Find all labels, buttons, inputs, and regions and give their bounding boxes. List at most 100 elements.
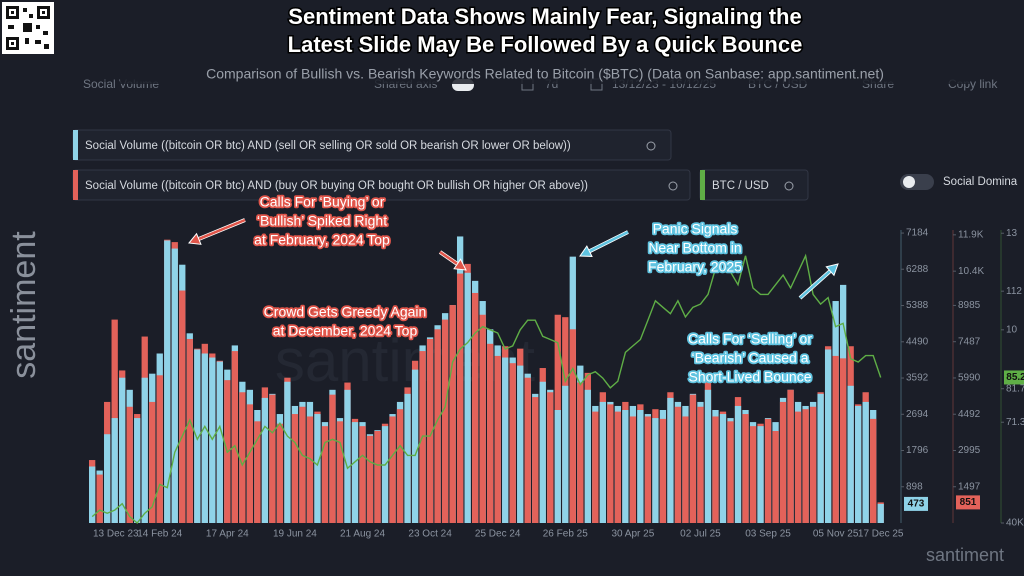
- annotations: Calls For ‘Buying’ or ‘Bullish’ Spiked Ri…: [188, 192, 839, 386]
- bar: [344, 389, 351, 523]
- bar: [682, 416, 689, 523]
- bar: [697, 406, 704, 523]
- eye-icon[interactable]: [646, 141, 656, 151]
- bar: [276, 423, 284, 523]
- annotation: February, 2025: [648, 259, 742, 275]
- bar: [592, 411, 599, 523]
- bar: [554, 409, 561, 523]
- bar: [441, 319, 449, 523]
- bar: [644, 416, 652, 523]
- bar: [802, 409, 809, 523]
- bar: [389, 416, 396, 523]
- plot: 898 1796 2694 3592 4490 5388 6288 7184 1497 2995 4…: [89, 228, 1024, 540]
- bar: [472, 292, 479, 523]
- bar: [727, 421, 734, 523]
- bar: [141, 377, 148, 523]
- bar: [111, 418, 118, 523]
- bar: [517, 365, 524, 523]
- y-tick-label: 5388: [906, 300, 929, 311]
- title-line: Sentiment Data Shows Mainly Fear, Signal…: [288, 4, 801, 29]
- arrow-shaft: [799, 268, 833, 299]
- x-tick-label: 17 Dec 25: [858, 529, 904, 540]
- bar: [291, 414, 299, 523]
- title-line: Latest Slide May Be Followed By a Quick …: [288, 32, 803, 57]
- bar: [179, 290, 186, 523]
- bar: [171, 248, 178, 523]
- value-label: 85.2: [1006, 372, 1024, 383]
- bar: [547, 392, 554, 523]
- x-tick-label: 14 Feb 24: [137, 529, 182, 540]
- bar: [464, 272, 471, 523]
- bar: [840, 358, 847, 523]
- y-tick-label: 11.9K: [958, 229, 984, 240]
- subtitle-band: [120, 64, 970, 84]
- bar: [359, 426, 366, 523]
- value-label: 473: [908, 499, 925, 510]
- line: [91, 253, 882, 525]
- bar: [494, 355, 501, 523]
- annotation: Calls For ‘Selling’ or: [688, 331, 812, 347]
- value-box: [956, 495, 980, 510]
- bar: [809, 406, 817, 523]
- value-box: [1004, 370, 1024, 385]
- y-tick-label: 10: [1006, 324, 1018, 335]
- annotation: ‘Bearish’ Caused a: [692, 350, 809, 366]
- bar: [374, 430, 381, 523]
- bar: [509, 363, 516, 523]
- bar: [794, 411, 802, 523]
- bar: [404, 393, 411, 523]
- bar: [719, 414, 727, 523]
- bar: [817, 393, 824, 523]
- bar: [231, 351, 238, 523]
- bar: [336, 421, 344, 523]
- legend-label[interactable]: BTC / USD: [712, 180, 769, 192]
- bar: [870, 418, 877, 523]
- annotation: Crowd Gets Greedy Again: [264, 304, 427, 320]
- annotation: Panic Signals: [653, 221, 738, 237]
- bar: [674, 406, 682, 523]
- bar: [764, 418, 772, 523]
- x-tick-label: 26 Feb 25: [543, 529, 588, 540]
- toggle-label[interactable]: Social Domina: [943, 176, 1018, 188]
- bar: [434, 329, 441, 523]
- bar: [201, 353, 208, 523]
- bar: [539, 381, 546, 523]
- bar: [562, 385, 569, 523]
- y-tick-label: 7184: [906, 228, 929, 239]
- y-tick-label: 1796: [906, 445, 929, 456]
- x-tick-label: 25 Dec 24: [475, 529, 521, 540]
- bar: [689, 394, 697, 523]
- bar: [479, 314, 486, 523]
- bar: [787, 389, 794, 523]
- bar: [321, 426, 329, 523]
- y-tick-label: 1497: [958, 481, 981, 492]
- annotation: Calls For ‘Buying’ or: [260, 194, 385, 210]
- bar: [712, 416, 719, 523]
- legend-label[interactable]: Social Volume ((bitcoin OR btc) AND (buy…: [85, 180, 588, 192]
- value-box: [904, 496, 928, 511]
- bar: [456, 273, 464, 523]
- eye-icon[interactable]: [668, 181, 678, 191]
- arrow-head: [825, 263, 839, 277]
- x-tick-label: 30 Apr 25: [611, 529, 654, 540]
- y-tick-label: 7487: [958, 336, 981, 347]
- bar: [667, 397, 674, 523]
- bar: [119, 377, 126, 523]
- bar: [194, 349, 201, 523]
- bar: [239, 392, 246, 523]
- bar: [246, 404, 254, 523]
- subtitle: Comparison of Bullish vs. Bearish Keywor…: [206, 66, 884, 82]
- bar: [607, 404, 614, 523]
- bar: [449, 305, 456, 523]
- legend-label[interactable]: Social Volume ((bitcoin OR btc) AND (sel…: [85, 140, 571, 152]
- bar: [487, 343, 494, 523]
- eye-icon[interactable]: [784, 181, 794, 191]
- bar: [637, 409, 644, 523]
- x-tick-label: 03 Sep 25: [745, 529, 791, 540]
- annotation: at February, 2024 Top: [254, 232, 390, 248]
- arrow-head: [579, 245, 593, 257]
- y-tick-label: 13: [1006, 228, 1018, 239]
- y-tick-label: 71.3: [1006, 417, 1024, 428]
- bar: [284, 381, 291, 523]
- y-tick-label: 112: [1006, 286, 1022, 297]
